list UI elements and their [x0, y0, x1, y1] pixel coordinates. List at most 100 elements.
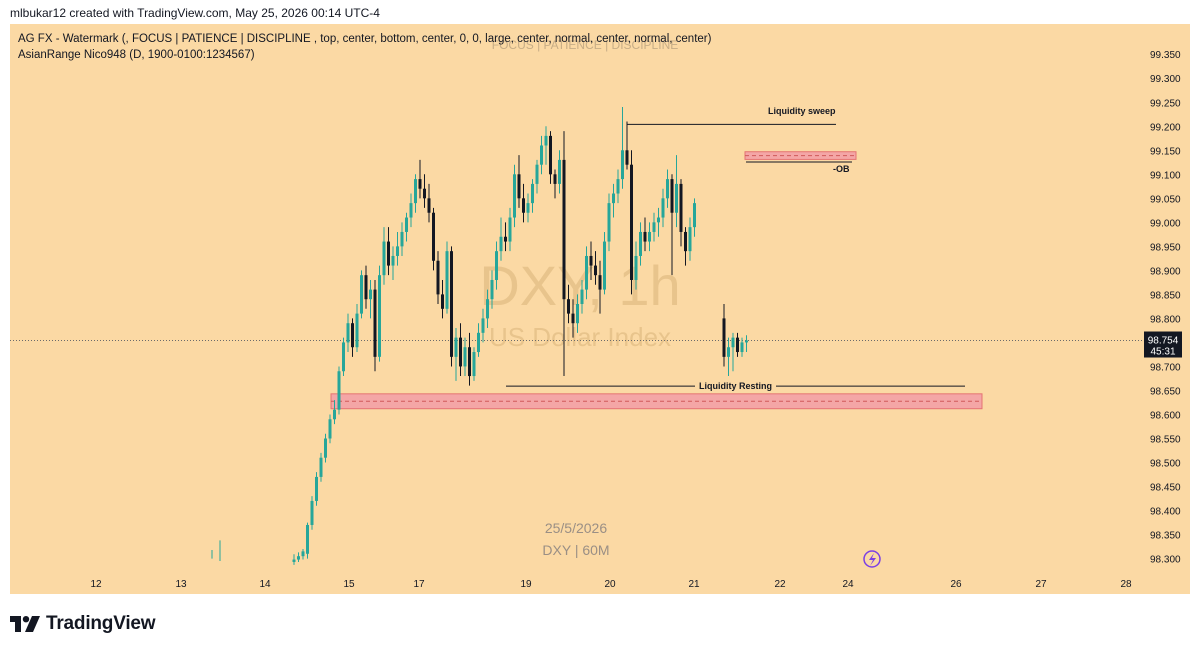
tradingview-brand: TradingView — [10, 612, 156, 636]
candle-body — [517, 174, 521, 199]
x-tick-label: 26 — [950, 579, 962, 590]
candle-body — [441, 294, 444, 309]
candle-body — [400, 231, 404, 247]
candle-body — [567, 299, 570, 314]
candle-body — [612, 193, 615, 204]
candle-body — [731, 337, 735, 348]
candle-body — [472, 352, 476, 377]
x-tick-label: 17 — [413, 579, 425, 590]
y-tick-label: 99.250 — [1150, 98, 1181, 109]
y-tick-label: 99.100 — [1150, 170, 1181, 181]
watermark-date: 25/5/2026 — [545, 520, 607, 536]
tradingview-logo-icon — [10, 616, 40, 632]
x-tick-label: 27 — [1035, 579, 1047, 590]
x-tick-label: 15 — [343, 579, 355, 590]
candle-body — [427, 198, 431, 213]
candle-body — [639, 231, 642, 256]
x-tick-label: 21 — [688, 579, 700, 590]
x-tick-label: 24 — [842, 579, 854, 590]
candle-body — [688, 227, 692, 252]
candle-body — [675, 183, 678, 213]
x-tick-label: 14 — [259, 579, 271, 590]
candle-body — [364, 275, 368, 300]
y-tick-label: 98.650 — [1150, 386, 1181, 397]
watermark-symbol: DXY, 1h — [479, 254, 680, 317]
candle-body — [477, 332, 480, 353]
candle-body — [652, 222, 656, 232]
candle-body — [342, 342, 345, 372]
last-price-value: 98.754 — [1148, 336, 1179, 347]
indicator-watermark-label[interactable]: AG FX - Watermark (, FOCUS | PATIENCE | … — [18, 33, 712, 45]
candle-body — [589, 255, 593, 266]
watermark-top-text: FOCUS | PATIENCE | DISCIPLINE — [492, 38, 679, 52]
candle-body — [319, 457, 323, 477]
candle-body — [740, 342, 744, 353]
liquidity-sweep-label: Liquidity sweep — [768, 106, 836, 116]
y-tick-label: 98.950 — [1150, 242, 1181, 253]
last-price-badge — [1144, 331, 1182, 358]
candle-body — [297, 556, 300, 560]
y-tick-label: 98.550 — [1150, 435, 1181, 446]
candle-body — [382, 241, 386, 276]
candle-body — [571, 313, 575, 324]
candle-body — [580, 289, 584, 304]
candle-body — [351, 323, 354, 348]
candle-body — [315, 476, 318, 501]
candle-body — [301, 551, 305, 557]
candle-body — [540, 145, 543, 165]
y-tick-label: 98.500 — [1150, 459, 1181, 470]
candle-body — [396, 246, 399, 256]
candle-body — [684, 231, 687, 252]
y-tick-label: 98.700 — [1150, 362, 1181, 373]
y-tick-label: 98.350 — [1150, 531, 1181, 542]
x-tick-label: 28 — [1120, 579, 1132, 590]
lightning-icon — [863, 550, 881, 568]
candle-body — [531, 183, 534, 204]
candle-body — [333, 409, 336, 420]
candle-body — [499, 236, 503, 252]
x-tick-label: 22 — [774, 579, 786, 590]
candle-body — [745, 340, 748, 343]
candle-body — [657, 217, 660, 223]
candle-body — [306, 524, 309, 554]
y-tick-label: 99.200 — [1150, 122, 1181, 133]
candle-body — [328, 419, 332, 439]
y-tick-label: 98.450 — [1150, 483, 1181, 494]
candle-body — [553, 174, 557, 184]
candle-body — [594, 265, 597, 276]
y-tick-label: 99.350 — [1150, 50, 1181, 61]
candle-body — [630, 164, 633, 280]
candle-body — [373, 289, 377, 357]
candle-body — [535, 164, 539, 184]
candle-body — [423, 188, 426, 199]
candle-body — [648, 231, 651, 242]
candle-body — [310, 500, 314, 525]
chart-credit: mlbukar12 created with TradingView.com, … — [10, 6, 380, 20]
candle-body — [607, 203, 611, 242]
candle-body — [621, 150, 624, 180]
candle-body — [405, 217, 408, 232]
countdown-value: 45:31 — [1150, 347, 1175, 358]
candle-body — [391, 255, 395, 266]
candle-body — [562, 159, 566, 300]
candle-body — [722, 318, 726, 357]
candle-body — [526, 203, 530, 213]
candle-body — [445, 251, 449, 309]
candle-body — [522, 198, 525, 213]
price-chart[interactable]: FOCUS | PATIENCE | DISCIPLINE DXY, 1h US D… — [10, 24, 1190, 594]
indicator-asianrange-label[interactable]: AsianRange Nico948 (D, 1900-0100:1234567… — [18, 49, 255, 61]
x-tick-label: 19 — [520, 579, 532, 590]
candle-body — [459, 337, 462, 367]
candle-body — [504, 236, 507, 242]
candle-body — [337, 371, 341, 410]
brand-name: TradingView — [46, 613, 156, 634]
y-tick-label: 98.850 — [1150, 290, 1181, 301]
candle-body — [360, 275, 363, 314]
candle-body — [418, 179, 422, 189]
chart-panel[interactable]: FOCUS | PATIENCE | DISCIPLINE DXY, 1h US D… — [10, 24, 1190, 594]
candle-body — [387, 241, 390, 266]
candle-body — [450, 251, 453, 357]
candle-body — [603, 241, 606, 290]
watermark-description: US Dollar Index — [489, 322, 671, 352]
x-tick-label: 20 — [604, 579, 616, 590]
